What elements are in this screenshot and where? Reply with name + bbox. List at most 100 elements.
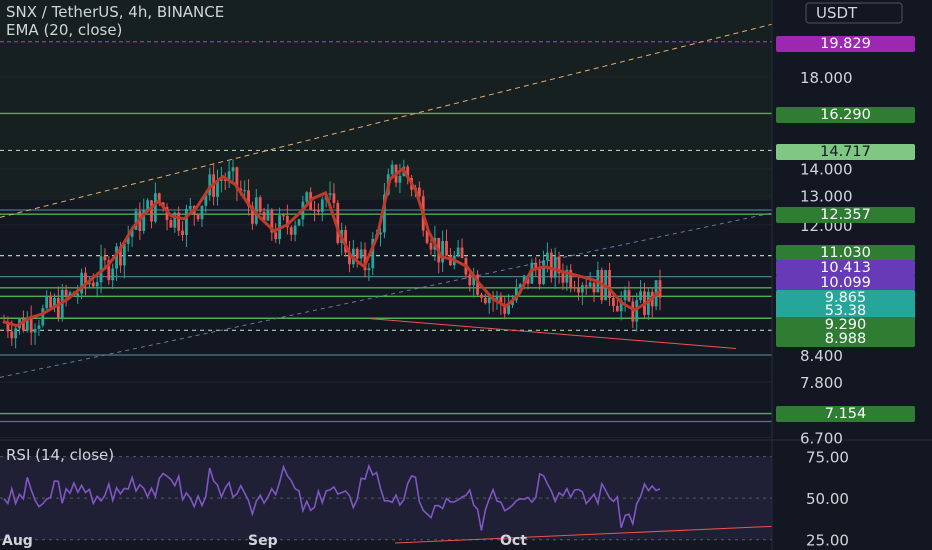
candle-body[interactable] xyxy=(216,180,219,197)
candle-body[interactable] xyxy=(359,249,363,259)
candle-body[interactable] xyxy=(87,282,91,285)
candle-body[interactable] xyxy=(441,241,445,263)
candle-body[interactable] xyxy=(367,268,371,271)
candle-body[interactable] xyxy=(53,298,56,308)
candle-body[interactable] xyxy=(317,210,320,212)
candle-body[interactable] xyxy=(49,295,52,308)
candle-body[interactable] xyxy=(84,272,87,285)
candle-body[interactable] xyxy=(181,230,184,236)
candle-body[interactable] xyxy=(177,212,181,231)
candle-body[interactable] xyxy=(561,273,565,283)
candle-body[interactable] xyxy=(417,187,421,197)
candle-body[interactable] xyxy=(293,225,297,235)
candle-body[interactable] xyxy=(580,285,584,293)
candle-body[interactable] xyxy=(103,256,107,261)
candle-body[interactable] xyxy=(499,295,503,305)
candle-body[interactable] xyxy=(227,171,231,181)
candle-body[interactable] xyxy=(29,317,33,333)
candle-body[interactable] xyxy=(130,229,134,237)
candle-body[interactable] xyxy=(68,292,72,297)
candle-body[interactable] xyxy=(134,211,138,230)
candle-body[interactable] xyxy=(258,197,262,212)
candle-body[interactable] xyxy=(518,284,522,288)
candle-body[interactable] xyxy=(173,212,177,228)
candle-body[interactable] xyxy=(577,288,580,293)
candle-body[interactable] xyxy=(363,249,367,271)
candle-body[interactable] xyxy=(297,219,301,226)
candle-body[interactable] xyxy=(379,232,382,235)
candle-body[interactable] xyxy=(111,268,115,281)
ema-indicator-label[interactable]: EMA (20, close) xyxy=(6,21,122,39)
candle-body[interactable] xyxy=(200,205,204,220)
candle-body[interactable] xyxy=(76,293,80,296)
candle-body[interactable] xyxy=(107,260,111,281)
candle-body[interactable] xyxy=(460,247,464,259)
candle-body[interactable] xyxy=(262,211,266,221)
candle-body[interactable] xyxy=(80,272,84,294)
candle-body[interactable] xyxy=(247,190,250,207)
candle-body[interactable] xyxy=(25,317,29,331)
candle-body[interactable] xyxy=(429,243,433,250)
candle-body[interactable] xyxy=(534,262,538,270)
candle-body[interactable] xyxy=(282,215,285,217)
candle-body[interactable] xyxy=(33,328,37,333)
candle-layer[interactable] xyxy=(2,159,662,349)
candle-body[interactable] xyxy=(635,300,639,322)
candle-body[interactable] xyxy=(45,295,49,309)
candle-body[interactable] xyxy=(530,262,534,284)
candle-body[interactable] xyxy=(476,274,479,295)
candle-body[interactable] xyxy=(208,174,212,196)
candle-body[interactable] xyxy=(584,285,588,287)
candle-body[interactable] xyxy=(553,256,557,278)
candle-body[interactable] xyxy=(188,206,192,209)
candle-body[interactable] xyxy=(219,179,223,181)
candle-body[interactable] xyxy=(503,304,507,314)
candle-body[interactable] xyxy=(511,300,514,305)
candle-body[interactable] xyxy=(266,210,270,221)
candle-body[interactable] xyxy=(371,238,375,269)
price-tag[interactable]: 14.717 xyxy=(776,144,915,160)
candle-body[interactable] xyxy=(398,176,402,183)
candle-body[interactable] xyxy=(60,289,64,319)
candle-body[interactable] xyxy=(10,331,14,339)
candle-body[interactable] xyxy=(235,167,239,189)
candle-body[interactable] xyxy=(592,282,596,293)
candle-body[interactable] xyxy=(355,248,359,259)
candle-body[interactable] xyxy=(390,164,394,175)
candle-body[interactable] xyxy=(64,289,68,297)
candle-body[interactable] xyxy=(639,291,642,301)
candle-body[interactable] xyxy=(223,179,227,181)
candle-body[interactable] xyxy=(305,192,309,202)
price-axis[interactable]: 18.00014.00013.00012.0008.4007.8006.7007… xyxy=(771,0,853,550)
currency-button-frame[interactable] xyxy=(805,2,903,24)
candle-body[interactable] xyxy=(126,236,130,244)
price-tag[interactable]: 53.38 xyxy=(776,303,915,319)
candle-body[interactable] xyxy=(468,274,472,286)
candle-body[interactable] xyxy=(573,287,577,289)
price-tag[interactable]: 7.154 xyxy=(776,406,915,422)
candle-body[interactable] xyxy=(122,243,126,266)
candle-body[interactable] xyxy=(480,294,483,298)
candle-body[interactable] xyxy=(612,297,615,306)
candle-body[interactable] xyxy=(119,246,122,266)
candle-body[interactable] xyxy=(99,256,103,283)
candle-body[interactable] xyxy=(538,269,542,285)
candle-body[interactable] xyxy=(56,298,60,319)
candle-body[interactable] xyxy=(243,190,247,192)
candle-body[interactable] xyxy=(406,166,410,178)
price-tag[interactable]: 19.829 xyxy=(776,36,915,52)
candle-body[interactable] xyxy=(332,193,336,203)
currency-button[interactable]: USDT xyxy=(816,4,858,22)
candle-body[interactable] xyxy=(495,295,499,301)
candle-body[interactable] xyxy=(542,260,545,285)
price-tag[interactable]: 16.290 xyxy=(776,107,915,123)
candle-body[interactable] xyxy=(115,246,118,269)
candle-body[interactable] xyxy=(14,328,18,339)
candle-body[interactable] xyxy=(522,275,526,285)
candle-body[interactable] xyxy=(569,269,573,288)
candle-body[interactable] xyxy=(313,209,316,211)
candle-body[interactable] xyxy=(483,297,487,304)
candle-body[interactable] xyxy=(37,325,41,329)
candle-body[interactable] xyxy=(631,301,635,322)
candle-body[interactable] xyxy=(456,247,460,256)
